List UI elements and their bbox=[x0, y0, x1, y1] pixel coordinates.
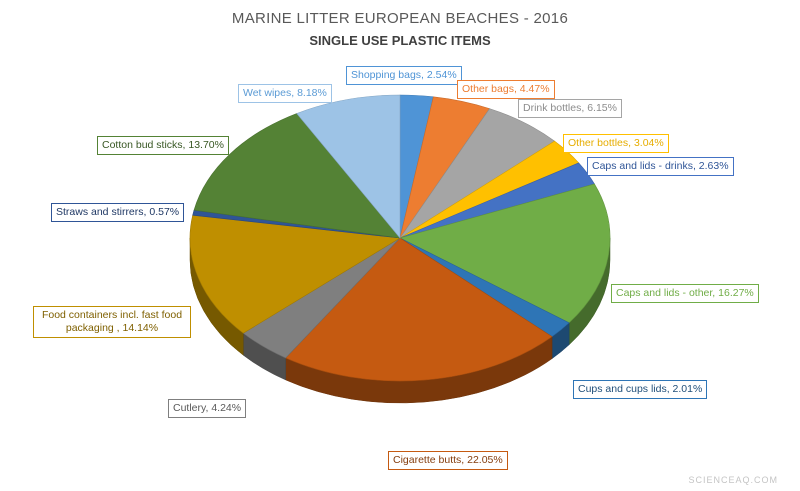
slice-label-10: Straws and stirrers, 0.57% bbox=[51, 203, 185, 223]
chart-title: MARINE LITTER EUROPEAN BEACHES - 2016 bbox=[231, 10, 569, 27]
slice-label-3: Other bottles, 3.04% bbox=[563, 134, 669, 154]
slice-label-2: Drink bottles, 6.15% bbox=[518, 99, 622, 119]
pie-slice-11 bbox=[193, 113, 401, 239]
slice-label-5: Caps and lids - other, 16.27% bbox=[611, 284, 759, 304]
slice-label-4: Caps and lids - drinks, 2.63% bbox=[587, 157, 734, 177]
slice-label-6: Cups and cups lids, 2.01% bbox=[573, 380, 708, 400]
slice-label-8: Cutlery, 4.24% bbox=[168, 399, 247, 419]
slice-label-11: Cotton bud sticks, 13.70% bbox=[97, 136, 229, 156]
slice-label-12: Wet wipes, 8.18% bbox=[238, 84, 332, 104]
pie-slice-12 bbox=[296, 94, 401, 239]
watermark: SCIENCEAQ.COM bbox=[688, 475, 778, 485]
slice-label-7: Cigarette butts, 22.05% bbox=[388, 451, 508, 471]
pie-slice-7 bbox=[285, 237, 553, 382]
pie-slice-5 bbox=[399, 183, 611, 324]
slice-label-9: Food containers incl. fast food packagin… bbox=[33, 306, 191, 339]
chart-subtitle: SINGLE USE PLASTIC ITEMS bbox=[309, 33, 491, 48]
pie-slice-9 bbox=[189, 214, 401, 334]
slice-label-0: Shopping bags, 2.54% bbox=[346, 66, 462, 86]
slice-label-1: Other bags, 4.47% bbox=[457, 80, 555, 100]
